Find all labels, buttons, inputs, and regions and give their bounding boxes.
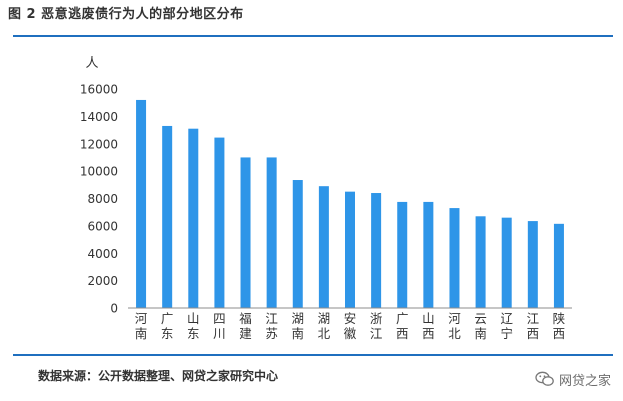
x-tick-label: 山东	[187, 311, 200, 341]
x-tick-label: 河北	[448, 311, 461, 341]
y-tick-label: 0	[110, 302, 118, 316]
x-tick-label: 云南	[474, 311, 487, 341]
bar	[345, 191, 355, 308]
y-tick-label: 10000	[80, 165, 118, 179]
y-tick-label: 12000	[80, 137, 118, 151]
bar	[527, 221, 538, 308]
y-axis-ticks: 0 2000 4000 6000 8000 10000 12000 14000 16000	[80, 83, 118, 316]
bar	[162, 125, 173, 308]
x-tick-label: 广西	[396, 311, 409, 341]
bar	[371, 193, 382, 308]
x-tick-label: 山西	[422, 311, 435, 341]
y-tick-label: 8000	[87, 192, 118, 206]
watermark-text: 网贷之家	[558, 373, 611, 389]
bar	[449, 208, 460, 308]
y-tick-label: 16000	[80, 83, 118, 97]
y-axis-label: 人	[85, 56, 98, 71]
y-tick-label: 14000	[80, 110, 118, 124]
bar	[240, 157, 251, 308]
watermark: 网贷之家	[535, 369, 611, 389]
bar	[318, 186, 329, 308]
bar	[266, 157, 277, 308]
x-tick-label: 安徽	[344, 311, 357, 341]
bar	[475, 216, 486, 308]
x-tick-label: 江苏	[265, 311, 278, 341]
data-source-note: 数据来源：公开数据整理、网贷之家研究中心	[38, 369, 279, 383]
bar	[553, 223, 564, 308]
bar	[501, 217, 512, 308]
x-tick-label: 湖北	[318, 311, 331, 341]
figure-title: 图 2 恶意逃废债行为人的部分地区分布	[8, 7, 244, 22]
bar	[292, 180, 303, 308]
x-tick-label: 辽宁	[500, 311, 513, 341]
x-tick-label: 江西	[527, 311, 540, 341]
bar	[136, 99, 147, 308]
bottom-rule	[13, 354, 613, 356]
y-tick-label: 2000	[87, 274, 118, 288]
x-tick-label: 四川	[213, 311, 226, 341]
x-tick-label: 福建	[239, 311, 252, 341]
x-tick-label: 陕西	[553, 311, 566, 341]
x-tick-label: 浙江	[370, 311, 383, 341]
y-tick-label: 4000	[87, 247, 118, 261]
bar	[397, 201, 408, 308]
x-tick-label: 广东	[161, 311, 174, 341]
bar	[214, 137, 225, 308]
bars	[136, 99, 564, 308]
bar	[423, 201, 434, 308]
bar	[188, 128, 199, 308]
y-tick-label: 6000	[87, 219, 118, 233]
top-rule	[13, 35, 613, 37]
x-tick-label: 河南	[135, 311, 148, 341]
x-tick-label: 湖南	[292, 311, 305, 341]
wechat-icon	[535, 371, 554, 386]
